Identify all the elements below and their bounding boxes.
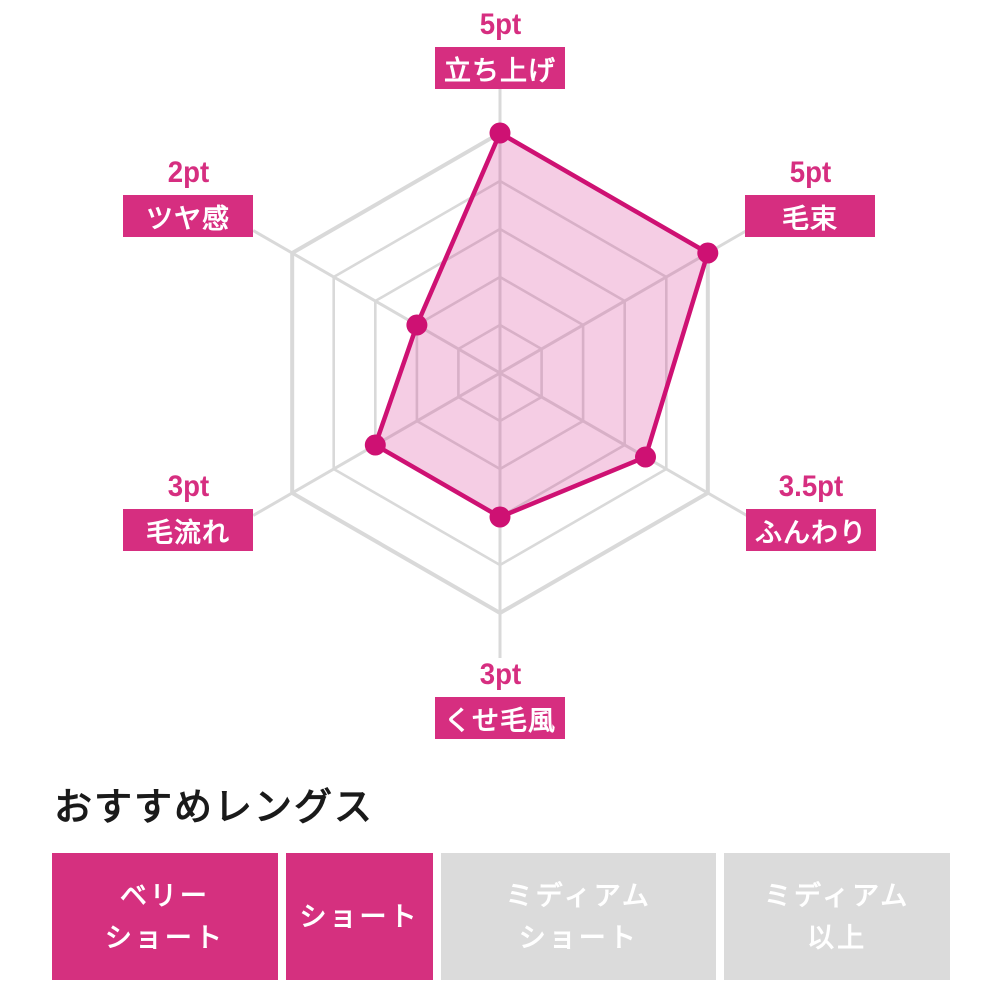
length-option-active-0: ベリー ショート	[52, 853, 278, 980]
axis-name-badge: 毛束	[745, 195, 875, 237]
length-option-active-1: ショート	[285, 853, 434, 980]
axis-pt-value: 5pt	[789, 156, 831, 189]
axis-pt-value: 5pt	[479, 8, 521, 41]
axis-name-badge: 立ち上げ	[435, 47, 565, 89]
length-option-label: ショート	[299, 901, 420, 932]
axis-label-2: 3.5pt ふんわり	[741, 470, 881, 551]
axis-pt-value: 3pt	[479, 658, 521, 691]
length-option-inactive-3: ミディアム 以上	[724, 853, 950, 980]
axis-pt-value: 3pt	[167, 470, 209, 503]
length-option-inactive-2: ミディアム ショート	[441, 853, 717, 980]
radar-point-0	[489, 122, 511, 144]
axis-pt-value: 3.5pt	[778, 470, 844, 503]
axis-name-badge: くせ毛風	[435, 697, 565, 739]
length-option-label: ショート	[518, 922, 639, 953]
axis-label-5: 2pt ツヤ感	[118, 156, 258, 237]
axis-label-3: 3pt くせ毛風	[430, 658, 570, 739]
radar-point-3	[489, 506, 511, 528]
radar-chart: 5pt 立ち上げ 5pt 毛束 3.5pt ふんわり 3pt くせ毛風 3pt 毛流れ 2pt ツヤ感	[118, 8, 881, 739]
axis-label-4: 3pt 毛流れ	[118, 470, 258, 551]
axis-name-badge: 毛流れ	[123, 509, 253, 551]
radar-point-1	[697, 242, 719, 264]
length-option-label: ミディアム	[505, 880, 652, 911]
recommend-heading: おすすめレングス	[54, 787, 375, 829]
axis-pt-value: 2pt	[167, 156, 209, 189]
radar-point-4	[364, 434, 386, 456]
radar-point-5	[406, 314, 428, 336]
recommend-length-options: ベリー ショート ショート ミディアム ショート ミディアム 以上	[52, 853, 950, 980]
radar-point-2	[635, 446, 656, 468]
length-option-label: 以上	[807, 922, 868, 953]
axis-label-1: 5pt 毛束	[740, 156, 880, 237]
radar-chart-svg	[252, 88, 748, 658]
length-option-label: ベリー	[119, 880, 210, 911]
length-option-label: ショート	[104, 922, 225, 953]
length-option-label: ミディアム	[763, 880, 911, 911]
axis-name-badge: ふんわり	[746, 509, 876, 551]
axis-name-badge: ツヤ感	[123, 195, 253, 237]
axis-label-0: 5pt 立ち上げ	[430, 8, 570, 89]
